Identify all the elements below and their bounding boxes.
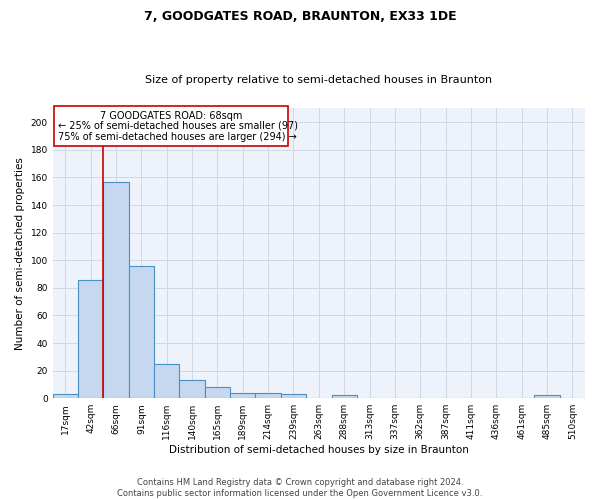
- Title: Size of property relative to semi-detached houses in Braunton: Size of property relative to semi-detach…: [145, 76, 493, 86]
- Text: Contains HM Land Registry data © Crown copyright and database right 2024.
Contai: Contains HM Land Registry data © Crown c…: [118, 478, 482, 498]
- Bar: [154, 364, 179, 398]
- Bar: [205, 387, 230, 398]
- Bar: [78, 280, 103, 398]
- X-axis label: Distribution of semi-detached houses by size in Braunton: Distribution of semi-detached houses by …: [169, 445, 469, 455]
- Bar: [53, 394, 78, 398]
- Bar: [129, 266, 154, 398]
- Bar: [103, 182, 129, 398]
- Text: 75% of semi-detached houses are larger (294) →: 75% of semi-detached houses are larger (…: [58, 132, 296, 142]
- Bar: [179, 380, 205, 398]
- Text: 7 GOODGATES ROAD: 68sqm: 7 GOODGATES ROAD: 68sqm: [100, 112, 242, 122]
- Bar: [281, 394, 306, 398]
- Bar: [256, 392, 281, 398]
- FancyBboxPatch shape: [54, 106, 289, 146]
- Bar: [332, 396, 357, 398]
- Bar: [230, 392, 256, 398]
- Text: 7, GOODGATES ROAD, BRAUNTON, EX33 1DE: 7, GOODGATES ROAD, BRAUNTON, EX33 1DE: [143, 10, 457, 23]
- Bar: [535, 396, 560, 398]
- Y-axis label: Number of semi-detached properties: Number of semi-detached properties: [15, 157, 25, 350]
- Text: ← 25% of semi-detached houses are smaller (97): ← 25% of semi-detached houses are smalle…: [58, 121, 298, 131]
